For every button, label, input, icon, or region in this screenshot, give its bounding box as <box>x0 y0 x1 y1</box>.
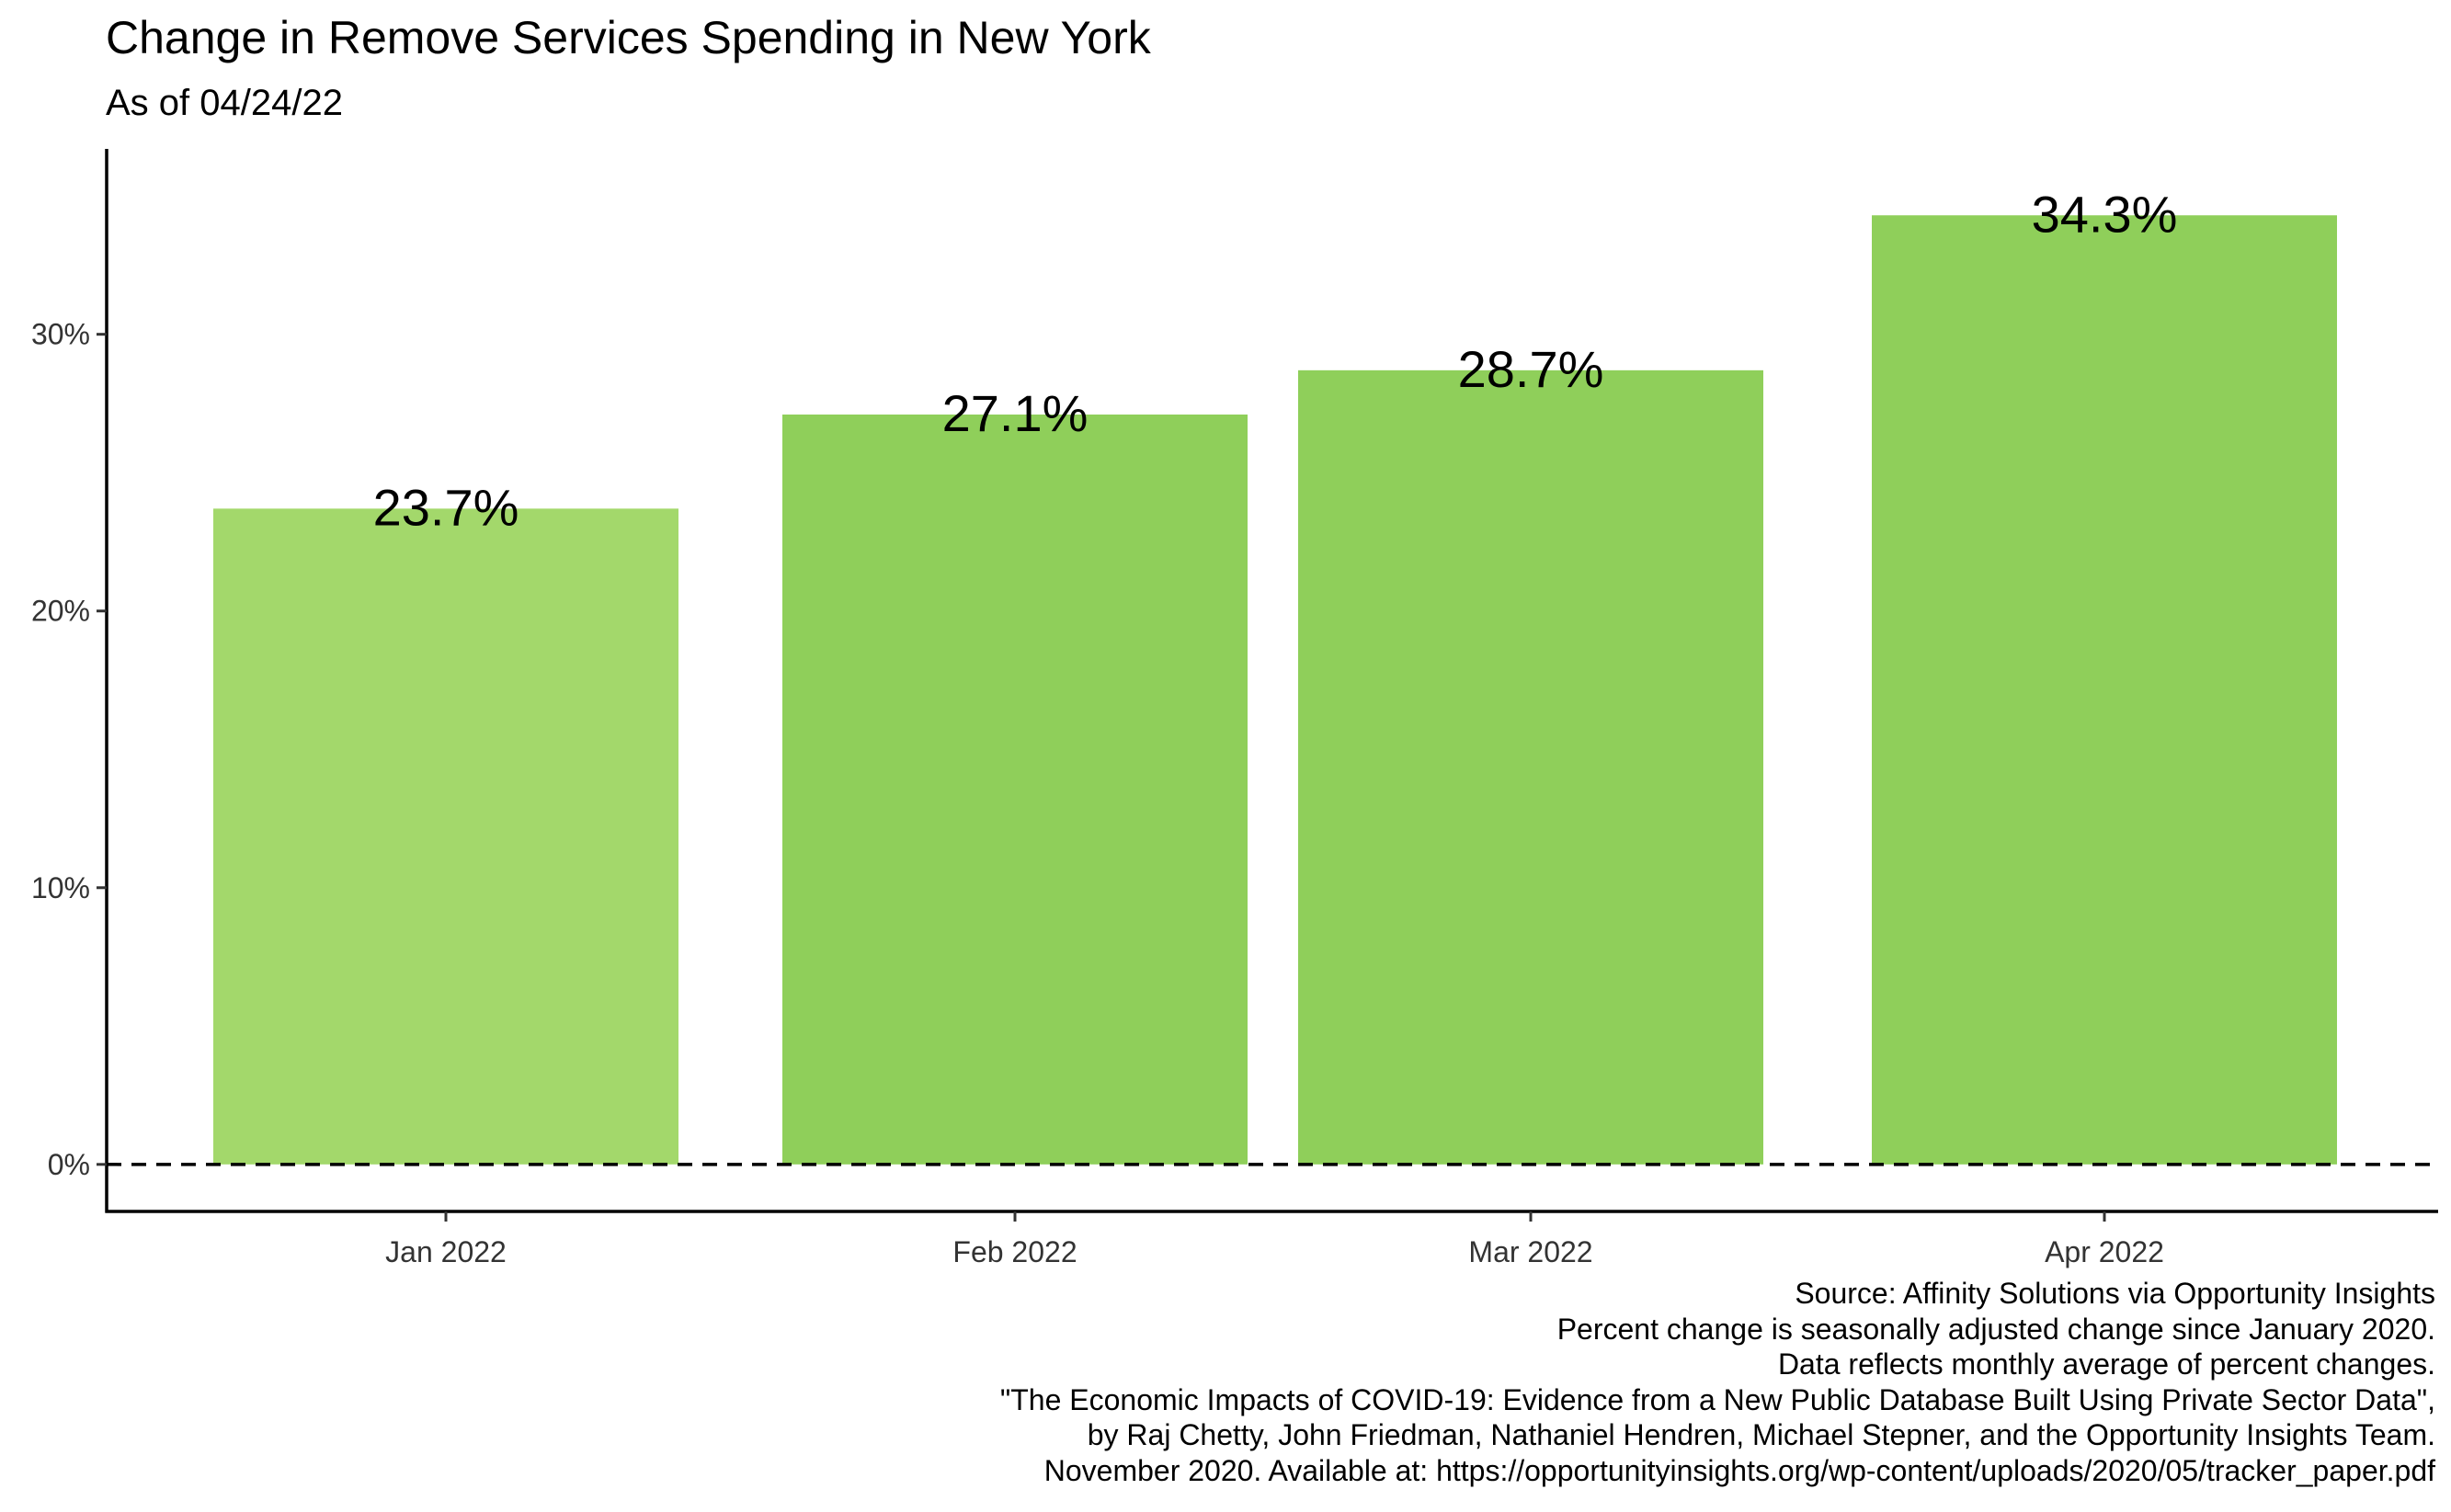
y-axis-ticks: 0% 10% 20% 30% <box>31 318 107 1181</box>
caption-line: Data reflects monthly average of percent… <box>1777 1347 2435 1381</box>
x-tick-label: Jan 2022 <box>385 1235 507 1268</box>
bar-mar-2022 <box>1298 369 1763 1165</box>
caption-line: Percent change is seasonally adjusted ch… <box>1556 1312 2435 1346</box>
chart-caption: Source: Affinity Solutions via Opportuni… <box>1000 1276 2435 1488</box>
caption-line: by Raj Chetty, John Friedman, Nathaniel … <box>1087 1418 2435 1451</box>
caption-line: November 2020. Available at: https://opp… <box>1043 1453 2435 1487</box>
y-tick-label: 30% <box>31 318 90 351</box>
bar-value-label: 23.7% <box>373 478 519 536</box>
chart-subtitle: As of 04/24/22 <box>106 83 343 123</box>
bar-jan-2022 <box>213 508 678 1165</box>
bar-feb-2022 <box>782 415 1248 1165</box>
caption-line: Source: Affinity Solutions via Opportuni… <box>1795 1277 2435 1310</box>
bar-value-label: 27.1% <box>942 384 1089 442</box>
bar-value-label: 28.7% <box>1458 340 1604 398</box>
x-axis-ticks: Jan 2022 Feb 2022 Mar 2022 Apr 2022 <box>385 1211 2164 1268</box>
bar-apr-2022 <box>1872 215 2337 1165</box>
x-tick-label: Apr 2022 <box>2045 1235 2164 1268</box>
x-tick-label: Mar 2022 <box>1468 1235 1592 1268</box>
data-labels-layer: 23.7% 27.1% 28.7% 34.3% <box>373 185 2178 536</box>
caption-line: "The Economic Impacts of COVID-19: Evide… <box>999 1382 2435 1416</box>
y-tick-label: 10% <box>31 871 90 904</box>
y-tick-label: 0% <box>48 1148 90 1181</box>
chart-title: Change in Remove Services Spending in Ne… <box>106 12 1151 63</box>
x-tick-label: Feb 2022 <box>952 1235 1077 1268</box>
y-tick-label: 20% <box>31 595 90 628</box>
bar-value-label: 34.3% <box>2032 185 2178 243</box>
bars-layer <box>213 215 2337 1165</box>
